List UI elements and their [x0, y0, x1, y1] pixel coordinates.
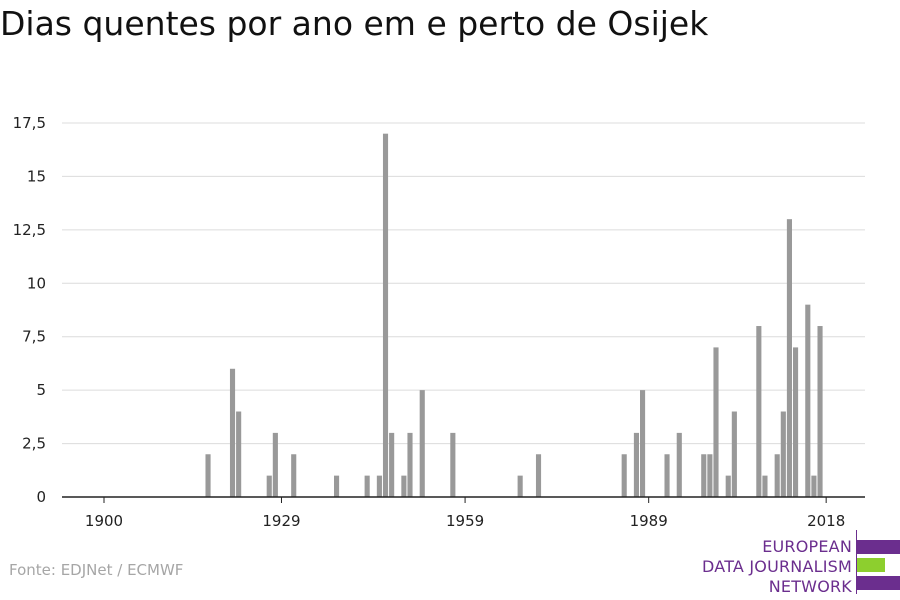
bar	[205, 454, 211, 497]
source-note: Fonte: EDJNet / ECMWF	[9, 561, 184, 579]
bar	[291, 454, 297, 497]
bar	[756, 326, 762, 497]
chart-title: Dias quentes por ano em e perto de Osije…	[0, 4, 709, 43]
bar	[364, 475, 370, 497]
bar	[707, 454, 713, 497]
bar	[376, 475, 382, 497]
logo-text: EUROPEAN DATA JOURNALISM NETWORK	[702, 537, 852, 597]
bar	[731, 411, 737, 497]
edjnet-logo: EUROPEAN DATA JOURNALISM NETWORK	[700, 530, 900, 597]
x-tick-label: 2018	[807, 512, 845, 530]
logo-bar-top	[857, 540, 900, 554]
bar	[236, 411, 242, 497]
x-tick-label: 1900	[85, 512, 123, 530]
y-tick-label: 12,5	[13, 221, 46, 239]
y-tick-label: 15	[27, 167, 46, 185]
bar	[517, 475, 523, 497]
y-tick-label: 10	[27, 274, 46, 292]
logo-bar-middle	[857, 558, 885, 572]
bar	[334, 475, 340, 497]
bar	[389, 432, 395, 497]
bar	[701, 454, 707, 497]
y-tick-label: 0	[36, 488, 46, 506]
logo-bar-bottom	[857, 576, 900, 590]
bar	[640, 390, 646, 497]
bar	[725, 475, 731, 497]
bar	[774, 454, 780, 497]
logo-line-data-journalism: DATA JOURNALISM	[702, 557, 852, 576]
bar	[633, 432, 639, 497]
bar	[676, 432, 682, 497]
logo-line-network: NETWORK	[768, 577, 852, 596]
bar	[786, 219, 792, 497]
x-tick-label: 1959	[446, 512, 484, 530]
x-tick-label: 1989	[630, 512, 668, 530]
bar	[266, 475, 272, 497]
bar	[407, 432, 413, 497]
gridlines	[62, 122, 865, 445]
logo-line-european: EUROPEAN	[762, 537, 852, 556]
bars	[205, 133, 823, 497]
y-axis-labels: 0 2,5 5 7,5 10 12,5 15 17,5	[13, 114, 46, 506]
bar	[793, 347, 799, 497]
bar	[805, 304, 811, 497]
logo-divider	[856, 530, 857, 594]
y-tick-label: 7,5	[22, 328, 46, 346]
bar	[450, 432, 456, 497]
bar	[401, 475, 407, 497]
bar	[621, 454, 627, 497]
bar	[382, 133, 389, 497]
bar	[811, 475, 817, 497]
bar	[664, 454, 670, 497]
bar	[535, 454, 542, 497]
y-tick-label: 2,5	[22, 435, 46, 453]
y-tick-label: 17,5	[13, 114, 46, 132]
bar	[272, 432, 278, 497]
bar	[817, 326, 823, 497]
x-axis: 1900 1929 1959 1989 2018	[62, 496, 865, 530]
y-tick-label: 5	[36, 381, 46, 399]
bar	[762, 475, 768, 497]
bar	[229, 368, 236, 497]
bar	[780, 411, 786, 497]
x-tick-label: 1929	[262, 512, 300, 530]
bar	[713, 347, 719, 497]
bar	[419, 390, 425, 497]
